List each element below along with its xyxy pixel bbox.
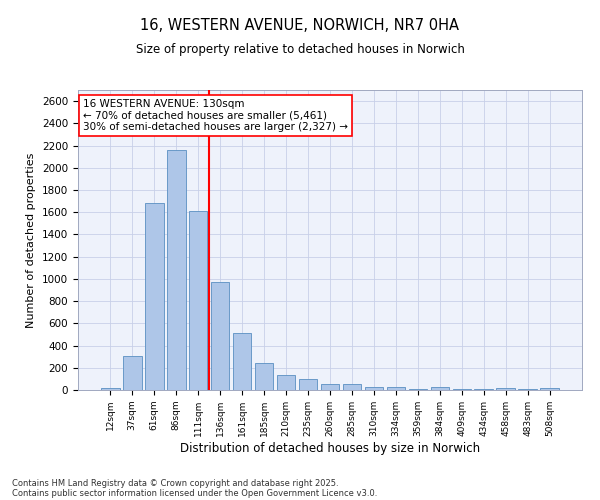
Bar <box>320 384 340 390</box>
X-axis label: Distribution of detached houses by size in Norwich: Distribution of detached houses by size … <box>180 442 480 454</box>
Bar <box>541 388 559 390</box>
Bar <box>255 363 274 390</box>
Text: Contains public sector information licensed under the Open Government Licence v3: Contains public sector information licen… <box>12 488 377 498</box>
Y-axis label: Number of detached properties: Number of detached properties <box>26 152 37 328</box>
Bar <box>233 334 251 390</box>
Text: Size of property relative to detached houses in Norwich: Size of property relative to detached ho… <box>136 42 464 56</box>
Bar <box>145 204 164 390</box>
Bar <box>211 282 229 390</box>
Bar <box>496 388 515 390</box>
Bar <box>431 387 449 390</box>
Bar <box>343 384 361 390</box>
Bar <box>189 210 208 390</box>
Bar <box>277 375 295 390</box>
Bar <box>167 150 185 390</box>
Bar <box>101 388 119 390</box>
Bar <box>365 387 383 390</box>
Text: 16, WESTERN AVENUE, NORWICH, NR7 0HA: 16, WESTERN AVENUE, NORWICH, NR7 0HA <box>140 18 460 32</box>
Bar <box>123 356 142 390</box>
Bar <box>386 386 405 390</box>
Bar <box>299 379 317 390</box>
Text: 16 WESTERN AVENUE: 130sqm
← 70% of detached houses are smaller (5,461)
30% of se: 16 WESTERN AVENUE: 130sqm ← 70% of detac… <box>83 99 348 132</box>
Text: Contains HM Land Registry data © Crown copyright and database right 2025.: Contains HM Land Registry data © Crown c… <box>12 478 338 488</box>
